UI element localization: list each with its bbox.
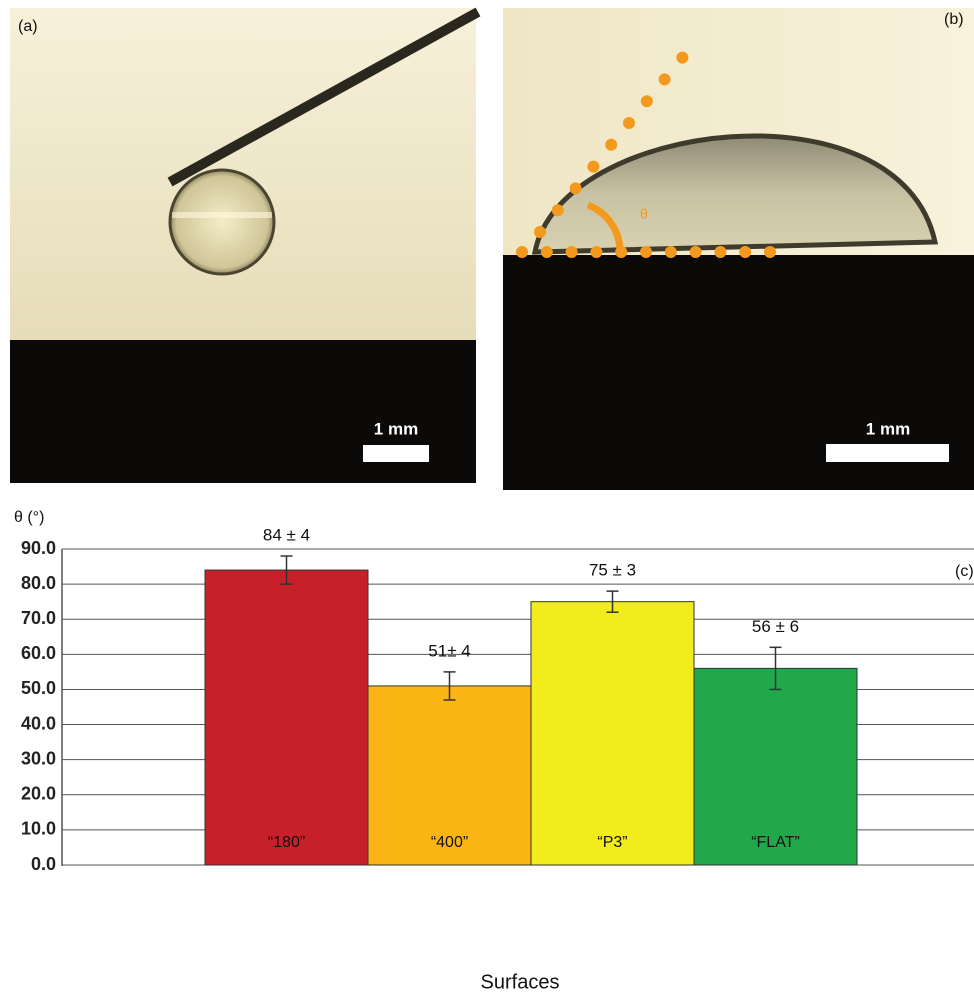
panel-label: (b) [944, 11, 964, 28]
panel-label: (a) [18, 18, 38, 35]
guide-dot [565, 246, 578, 258]
y-tick-label: 0.0 [31, 854, 56, 874]
guide-dot [615, 246, 628, 258]
guide-dot [689, 246, 702, 258]
category-label: “180” [268, 834, 305, 851]
y-tick-label: 60.0 [21, 643, 56, 663]
angle-label: θ [640, 206, 648, 222]
scale-bar [826, 444, 949, 462]
scale-bar-label: 1 mm [866, 419, 910, 438]
scale-bar [363, 445, 429, 462]
y-tick-label: 90.0 [21, 538, 56, 558]
y-tick-label: 30.0 [21, 748, 56, 768]
guide-dot [605, 138, 618, 151]
guide-dot [587, 160, 600, 173]
y-tick-label: 20.0 [21, 784, 56, 804]
photo-a: (a) 1 mm [10, 7, 481, 483]
value-label: 51± 4 [428, 641, 470, 660]
guide-dot [739, 246, 752, 258]
value-label: 56 ± 6 [752, 617, 799, 636]
guide-dot [640, 95, 653, 108]
category-label: “400” [431, 834, 468, 851]
guide-dot [551, 204, 564, 217]
guide-dot [623, 117, 635, 129]
guide-dot [664, 246, 677, 258]
guide-dot [676, 51, 689, 64]
guide-dot [590, 246, 603, 258]
x-axis-label: Surfaces [481, 971, 560, 993]
bar [530, 601, 695, 866]
guide-dot [516, 246, 528, 258]
guide-dot [658, 73, 671, 86]
bar [693, 667, 858, 866]
guide-dot [640, 246, 652, 258]
category-label: “FLAT” [751, 834, 800, 851]
y-tick-label: 10.0 [21, 819, 56, 839]
panel-label: (c) [955, 563, 974, 580]
category-label: “P3” [597, 834, 627, 851]
photo-b: θ (b) 1 mm [503, 8, 974, 490]
value-label: 84 ± 4 [263, 526, 310, 545]
y-tick-label: 40.0 [21, 713, 56, 733]
guide-dot [764, 246, 776, 258]
scale-bar-label: 1 mm [374, 419, 418, 438]
bar [204, 569, 369, 866]
y-tick-label: 80.0 [21, 573, 56, 593]
value-label: 75 ± 3 [589, 561, 636, 580]
y-axis-label: θ (°) [14, 509, 44, 526]
guide-dot [534, 226, 546, 238]
y-tick-label: 50.0 [21, 678, 56, 698]
guide-dot [540, 246, 553, 258]
y-tick-label: 70.0 [21, 608, 56, 628]
guide-dot [569, 182, 582, 195]
guide-dot [714, 246, 727, 258]
